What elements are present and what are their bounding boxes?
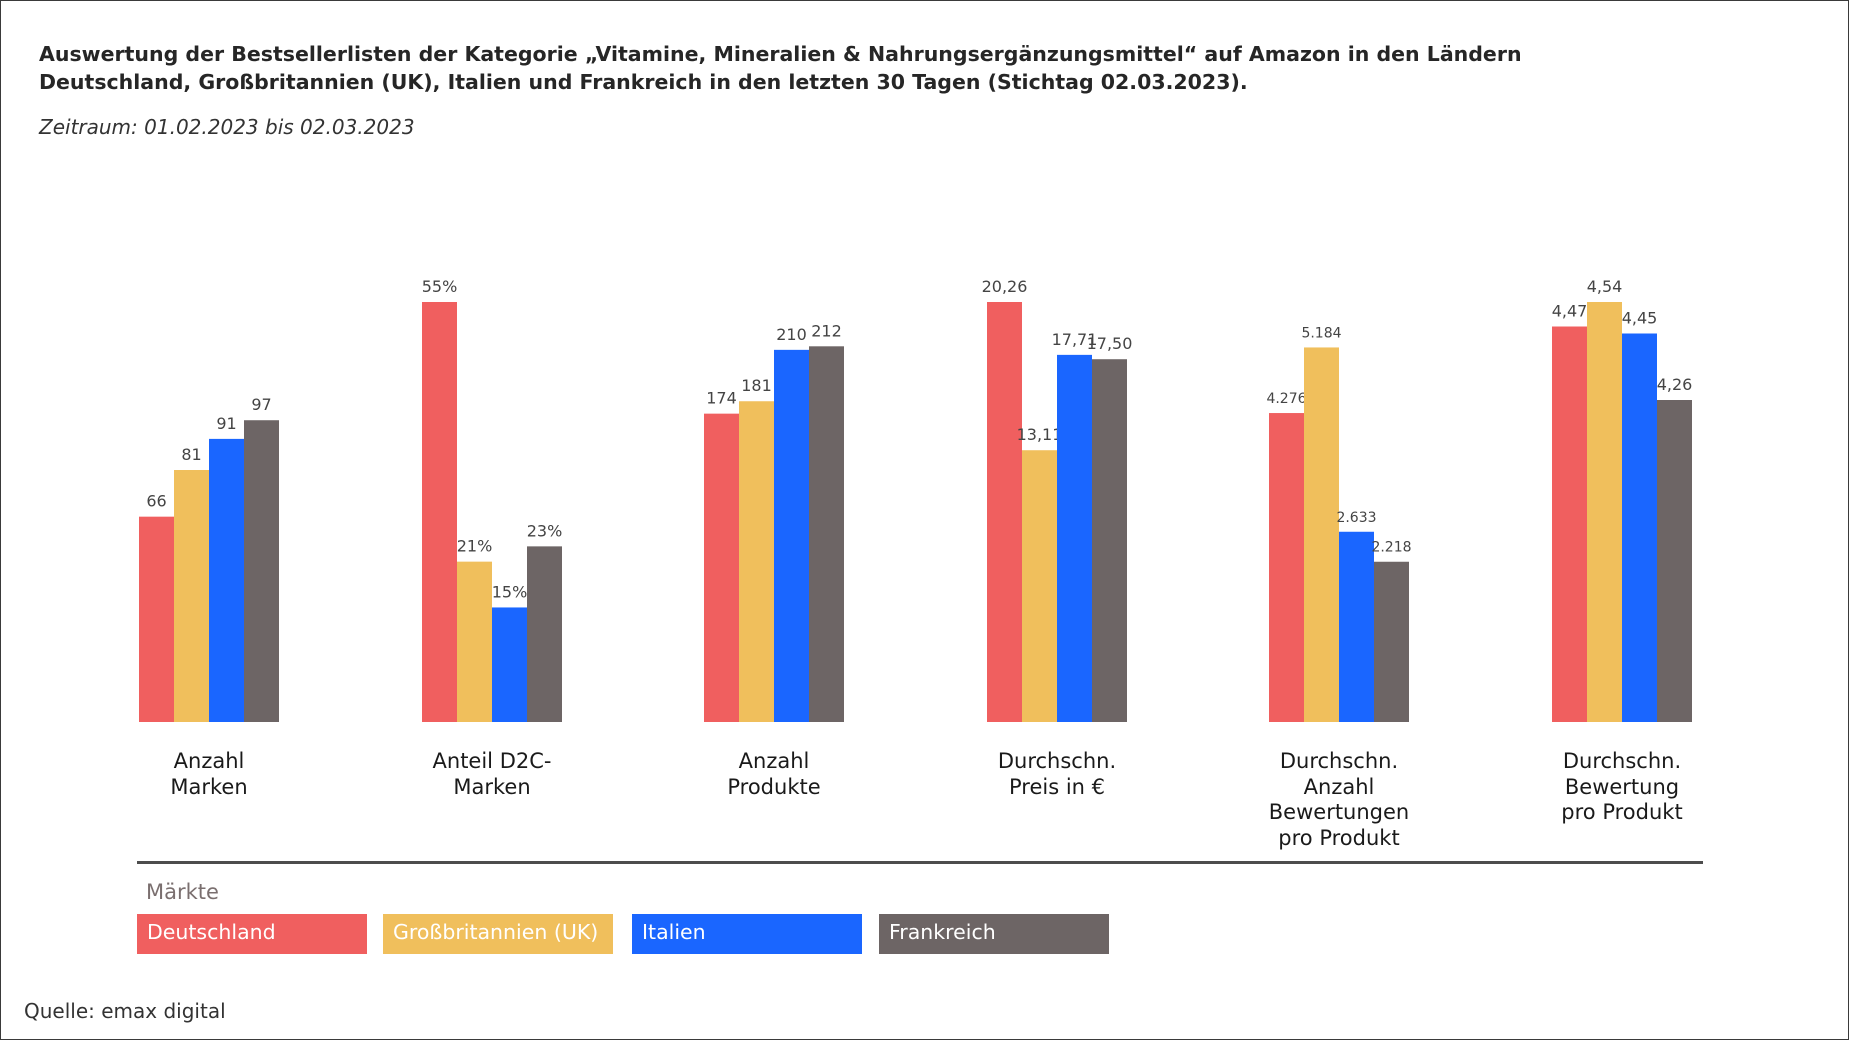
bar-frankreich-4 [1374,561,1409,722]
chart-title: Auswertung der Bestsellerlisten der Kate… [39,40,1539,96]
data-label: 181 [741,376,772,395]
category-label: Durchschn. Preis in € [937,749,1177,800]
legend-item-deutschland: Deutschland [137,914,367,954]
bar-frankreich-1 [527,546,562,722]
legend-divider [137,861,1703,864]
data-label: 81 [181,445,201,464]
category-label-line: Anzahl [173,749,245,773]
data-label: 4,26 [1657,375,1693,394]
category-label-line: Anzahl [1303,774,1375,799]
chart-title-line-2: Deutschland, Großbritannien (UK), Italie… [39,70,1248,94]
bar-deutschland-3 [987,302,1022,722]
bar-deutschland-2 [704,413,739,722]
data-label: 91 [216,414,236,433]
data-label: 20,26 [982,277,1028,296]
category-label-line: Anzahl [738,749,810,773]
category-label-line: Anteil D2C- [432,749,552,773]
data-label: 13,11 [1017,425,1063,444]
data-label: 210 [776,325,807,344]
bar-frankreich-3 [1092,359,1127,722]
category-label: Anzahl Produkte [654,749,894,800]
data-label: 97 [251,395,271,414]
category-label-line: Marken [170,774,248,799]
bar-gro-britannien-uk--3 [1022,450,1057,722]
category-label-line: Marken [453,774,531,799]
bar-deutschland-5 [1552,326,1587,722]
bar-frankreich-0 [244,420,279,722]
category-label-line: Preis in € [1008,774,1106,799]
chart-subtitle: Zeitraum: 01.02.2023 bis 02.03.2023 [39,115,415,139]
data-label: 55% [422,277,458,296]
data-label: 2.218 [1371,540,1411,556]
bar-italien-5 [1622,333,1657,722]
category-label-line: Durchschn. [1562,749,1682,773]
bar-deutschland-0 [139,516,174,722]
legend-item-frankreich: Frankreich [879,914,1109,954]
bar-italien-3 [1057,354,1092,722]
category-label: Durchschn. Anzahl Bewertungen pro Produkt [1219,749,1459,851]
bar-gro-britannien-uk--5 [1587,302,1622,722]
bar-gro-britannien-uk--2 [739,401,774,722]
category-label-line: Bewertungen [1268,800,1410,824]
data-label: 4,54 [1587,277,1623,296]
data-label: 17,71 [1052,330,1098,349]
legend-item-italien: Italien [632,914,862,954]
bar-italien-1 [492,607,527,722]
chart-title-line-1: Auswertung der Bestsellerlisten der Kate… [39,42,1522,66]
category-label-line: Durchschn. [1279,749,1399,773]
bar-gro-britannien-uk--1 [457,561,492,722]
category-label: Durchschn. Bewertung pro Produkt [1502,749,1742,826]
data-label: 2.633 [1336,510,1376,526]
source-note: Quelle: emax digital [24,999,226,1023]
legend-title: Märkte [146,880,219,904]
category-label: Anteil D2C- Marken [372,749,612,800]
bar-italien-0 [209,438,244,722]
bar-deutschland-1 [422,302,457,722]
bar-gro-britannien-uk--4 [1304,347,1339,722]
category-label-line: Bewertung [1564,774,1680,799]
data-label: 23% [527,521,563,540]
data-label: 15% [492,582,528,601]
category-label-line: Durchschn. [997,749,1117,773]
data-label: 66 [146,492,166,511]
data-label: 21% [457,537,493,556]
bar-gro-britannien-uk--0 [174,470,209,722]
bar-frankreich-2 [809,346,844,722]
bar-italien-4 [1339,531,1374,722]
category-label-line: Produkte [727,774,821,799]
category-label: Anzahl Marken [89,749,329,800]
bar-italien-2 [774,349,809,722]
category-label-line: pro Produkt [1561,800,1683,824]
data-label: 212 [811,321,842,340]
data-label: 4,45 [1622,309,1658,328]
data-label: 5.184 [1301,325,1341,341]
data-label: 4.276 [1266,391,1306,407]
data-label: 174 [706,389,737,408]
category-label-line: pro Produkt [1278,825,1400,850]
legend-item-gro-britannien-uk-: Großbritannien (UK) [383,914,613,954]
data-label: 4,47 [1552,302,1588,321]
bar-frankreich-5 [1657,400,1692,722]
bar-deutschland-4 [1269,413,1304,722]
data-label: 17,50 [1087,334,1133,353]
